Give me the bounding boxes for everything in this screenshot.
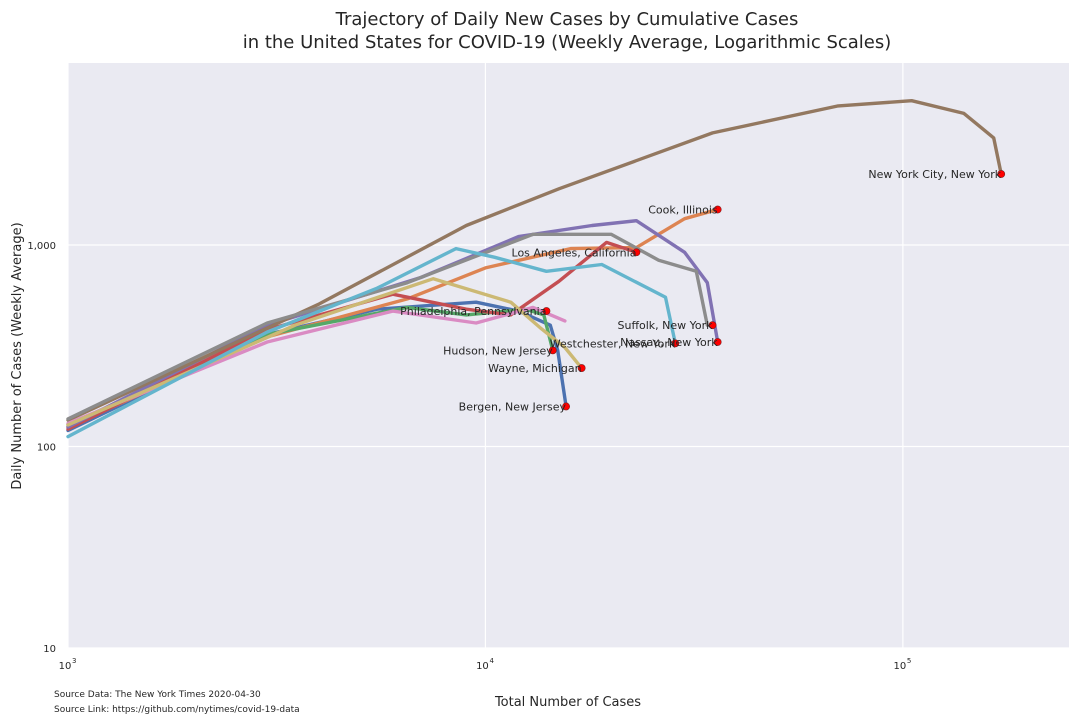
end-marker <box>562 402 570 411</box>
source-link-note: Source Link: https://github.com/nytimes/… <box>54 705 300 715</box>
annotation-label: Philadelphia, Pennsylvania <box>400 305 546 318</box>
series-line-new-york-city-new-york <box>66 99 1003 422</box>
series-group <box>66 99 1003 439</box>
marker-group <box>542 170 1006 411</box>
grid <box>67 63 1069 649</box>
annotation-label: Cook, Illinois <box>648 203 718 216</box>
x-tick-label: 10 <box>894 661 907 672</box>
chart-title-line1: Trajectory of Daily New Cases by Cumulat… <box>335 9 799 30</box>
x-tick-exponent: 4 <box>489 657 494 665</box>
end-marker <box>713 205 722 214</box>
annotation-label: Westchester, New York <box>550 337 676 350</box>
x-tick-exponent: 3 <box>72 657 76 665</box>
series-line-wayne-michigan <box>66 277 584 427</box>
y-tick-label: 100 <box>37 442 56 453</box>
end-marker <box>713 338 722 346</box>
series-line-hudson-new-jersey <box>66 305 555 427</box>
chart-title-line2: in the United States for COVID-19 (Weekl… <box>243 32 892 53</box>
x-tick-exponent: 5 <box>907 657 911 665</box>
series-line-philadelphia-pennsylvania <box>66 246 677 439</box>
end-marker <box>548 346 557 355</box>
annotation-label: Nassau, New York <box>620 336 718 349</box>
annotation-label: Suffolk, New York <box>617 319 713 332</box>
end-marker <box>577 364 586 372</box>
annotation-label: New York City, New York <box>868 168 1001 181</box>
end-marker <box>632 248 641 257</box>
annotation-label: Los Angeles, California <box>512 246 637 259</box>
end-marker <box>542 307 551 315</box>
annotation-group: New York City, New York Cook, Illinois Los… <box>400 168 1002 413</box>
series-line-westchester-new-york <box>66 305 567 426</box>
y-axis-label: Daily Number of Cases (Weekly Average) <box>10 222 25 489</box>
end-marker <box>997 170 1006 178</box>
x-tick-label: 10 <box>59 661 72 672</box>
end-marker <box>671 339 680 348</box>
y-tick-label: 1,000 <box>27 241 56 252</box>
annotation-label: Bergen, New Jersey <box>459 400 567 413</box>
source-data-note: Source Data: The New York Times 2020-04-… <box>54 690 261 700</box>
x-axis-label: Total Number of Cases <box>494 695 641 710</box>
series-line-cook-illinois <box>66 232 709 421</box>
end-marker <box>708 321 717 330</box>
x-tick-label: 10 <box>476 661 489 672</box>
annotation-label: Hudson, New Jersey <box>443 344 553 357</box>
y-tick-label: 10 <box>43 644 56 655</box>
annotation-label: Wayne, Michigan <box>488 362 582 375</box>
